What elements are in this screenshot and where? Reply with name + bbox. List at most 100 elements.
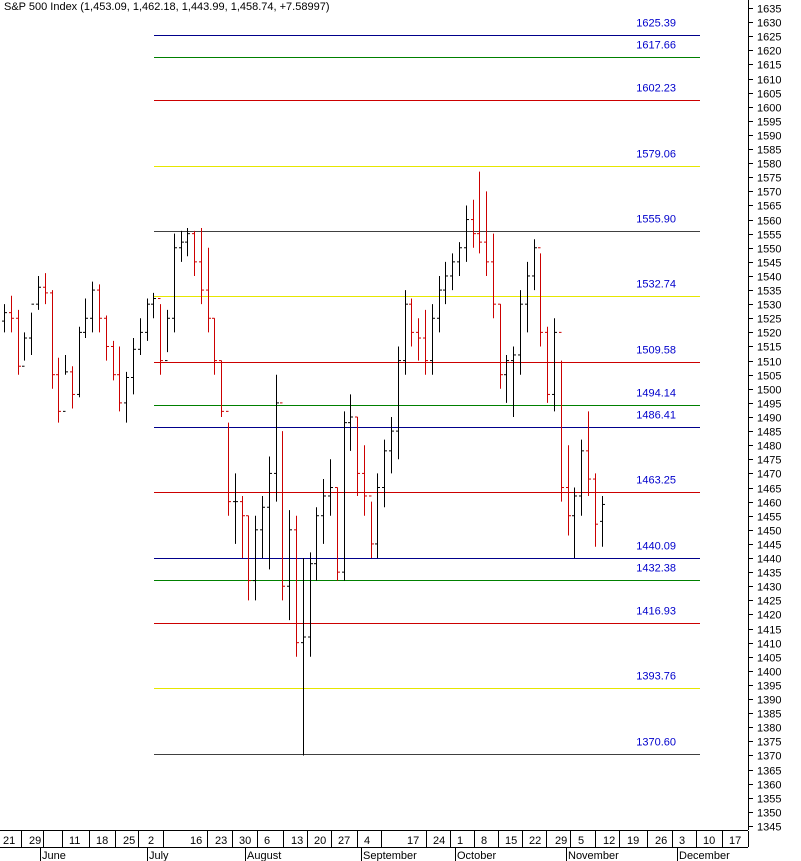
y-tick-label: 1520 [757, 328, 781, 340]
level-label: 1393.76 [636, 671, 676, 683]
ohlc-bar [369, 495, 374, 559]
ohlc-bar [498, 303, 503, 389]
ohlc-bar [579, 439, 584, 516]
y-tick-label: 1375 [757, 737, 781, 749]
y-tick-label: 1500 [757, 385, 781, 397]
y-tick-label: 1365 [757, 766, 781, 778]
x-day-label: 30 [239, 835, 251, 847]
x-day-label: 4 [364, 835, 370, 847]
y-tick-label: 1590 [757, 131, 781, 143]
level-label: 1370.60 [636, 737, 676, 749]
y-tick-label: 1635 [757, 4, 781, 16]
x-day-label: 5 [578, 835, 584, 847]
x-day-label: 11 [69, 835, 80, 847]
x-month-label: September [363, 850, 417, 861]
y-tick-label: 1530 [757, 300, 781, 312]
ohlc-bar [287, 510, 292, 621]
ohlc-bar [111, 340, 116, 381]
ohlc-bar [538, 247, 543, 347]
ohlc-bar [382, 439, 387, 508]
level-label: 1440.09 [636, 541, 676, 553]
ohlc-bar [450, 253, 455, 291]
ohlc-bar [158, 298, 163, 375]
ohlc-bar [56, 357, 61, 423]
x-month-label: August [247, 850, 281, 861]
x-day-label: 18 [96, 835, 108, 847]
ohlc-bar [375, 473, 380, 559]
x-day-label: 25 [123, 835, 135, 847]
x-month-label: June [42, 850, 66, 861]
ohlc-bar [545, 326, 550, 403]
x-day-label: 1 [457, 835, 463, 847]
y-tick-label: 1475 [757, 455, 781, 467]
y-tick-label: 1495 [757, 399, 781, 411]
ohlc-bar [423, 309, 428, 375]
ohlc-bar [117, 346, 122, 412]
ohlc-bar [274, 374, 279, 502]
ohlc-bar [22, 332, 27, 367]
ohlc-bar [233, 473, 238, 544]
ohlc-bar [552, 318, 557, 412]
ohlc-bar [328, 459, 333, 516]
ohlc-bar [443, 261, 448, 305]
y-tick-label: 1560 [757, 216, 781, 228]
x-day-label: 23 [215, 835, 227, 847]
x-day-label: 16 [190, 835, 202, 847]
ohlc-bars [2, 171, 605, 756]
ohlc-bar [226, 410, 231, 516]
ohlc-bar [430, 304, 435, 375]
ohlc-bar [172, 233, 177, 333]
y-tick-label: 1460 [757, 498, 781, 510]
x-day-label: 17 [407, 835, 419, 847]
ohlc-bar [518, 290, 523, 375]
y-tick-label: 1510 [757, 357, 781, 369]
y-tick-label: 1525 [757, 314, 781, 326]
y-tick-label: 1585 [757, 145, 781, 157]
level-label: 1463.25 [636, 475, 676, 487]
y-tick-label: 1570 [757, 187, 781, 199]
y-tick-label: 1480 [757, 441, 781, 453]
y-tick-label: 1450 [757, 526, 781, 538]
x-day-label: 17 [729, 835, 741, 847]
y-tick-label: 1360 [757, 780, 781, 792]
y-tick-label: 1485 [757, 427, 781, 439]
ohlc-bar [260, 495, 265, 559]
y-tick-label: 1620 [757, 46, 781, 58]
level-label: 1509.58 [636, 345, 676, 357]
y-tick-label: 1615 [757, 60, 781, 72]
level-label: 1486.41 [636, 410, 676, 422]
y-tick-label: 1445 [757, 540, 781, 552]
ohlc-bar [9, 295, 14, 333]
ohlc-bar [185, 228, 190, 257]
y-tick-label: 1550 [757, 244, 781, 256]
level-label: 1416.93 [636, 606, 676, 618]
x-day-label: 26 [655, 835, 667, 847]
y-tick-label: 1575 [757, 173, 781, 185]
x-day-label: 29 [555, 835, 567, 847]
level-label: 1579.06 [636, 149, 676, 161]
ohlc-bar [50, 290, 55, 389]
ohlc-bar [572, 487, 577, 559]
y-tick-label: 1565 [757, 201, 781, 213]
x-day-label: 20 [314, 835, 326, 847]
x-day-label: 13 [291, 835, 303, 847]
y-tick-label: 1425 [757, 596, 781, 608]
y-tick-label: 1380 [757, 723, 781, 735]
ohlc-bar [219, 360, 224, 417]
ohlc-bar [246, 515, 251, 601]
y-tick-label: 1435 [757, 568, 781, 580]
ohlc-bar [240, 495, 245, 559]
y-tick-label: 1490 [757, 413, 781, 425]
ohlc-bar [321, 479, 326, 544]
level-label: 1432.38 [636, 563, 676, 575]
ohlc-bar [525, 261, 530, 333]
x-day-label: 3 [679, 835, 685, 847]
ohlc-bar [179, 230, 184, 262]
x-day-label: 22 [529, 835, 541, 847]
ohlc-bar [29, 303, 34, 355]
ohlc-bar [97, 284, 102, 333]
ohlc-bar [335, 487, 340, 581]
ohlc-bar [504, 354, 509, 403]
x-day-label: 2 [148, 835, 154, 847]
ohlc-bar [145, 298, 150, 341]
